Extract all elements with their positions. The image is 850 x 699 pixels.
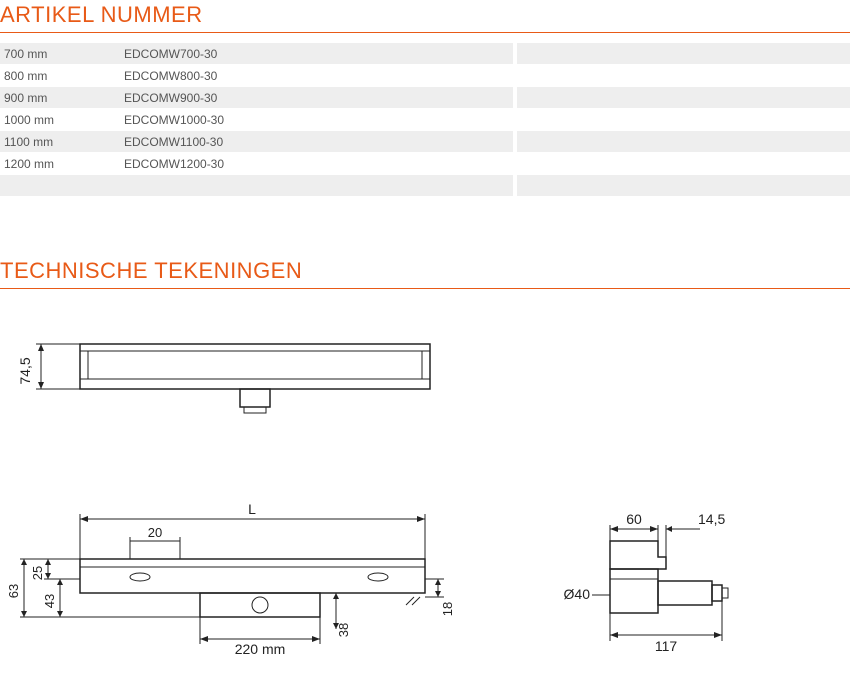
svg-text:74,5: 74,5: [17, 357, 33, 384]
article-table: 700 mmEDCOMW700-30800 mmEDCOMW800-30900 …: [0, 43, 850, 196]
technical-drawings: 74,5 L 20: [0, 309, 850, 699]
table-row: 900 mmEDCOMW900-30: [0, 87, 850, 108]
section-title-artikel: ARTIKEL NUMMER: [0, 0, 850, 33]
svg-text:220 mm: 220 mm: [235, 641, 286, 657]
cell-article: EDCOMW800-30: [120, 65, 513, 86]
cell-size: 700 mm: [0, 43, 120, 64]
cell-article: EDCOMW1100-30: [120, 131, 513, 152]
table-row: 700 mmEDCOMW700-30: [0, 43, 850, 64]
drawings-svg: 74,5 L 20: [0, 309, 850, 699]
drawing-side-view: L 20 25 63 43: [6, 501, 455, 657]
svg-text:117: 117: [655, 638, 678, 654]
cell-blank: [517, 153, 850, 174]
cell-size: 1100 mm: [0, 131, 120, 152]
cell-blank: [517, 65, 850, 86]
svg-text:20: 20: [148, 525, 162, 540]
cell-article: EDCOMW1000-30: [120, 109, 513, 130]
cell-article: EDCOMW900-30: [120, 87, 513, 108]
cell-size: 1200 mm: [0, 153, 120, 174]
cell-blank: [517, 131, 850, 152]
cell-blank: [517, 87, 850, 108]
cell-size: 900 mm: [0, 87, 120, 108]
cell-article: [120, 175, 513, 196]
cell-article: EDCOMW1200-30: [120, 153, 513, 174]
svg-text:14,5: 14,5: [698, 511, 725, 527]
drawing-top-view: 74,5: [17, 344, 430, 413]
table-row: [0, 175, 850, 196]
svg-text:38: 38: [336, 623, 351, 637]
svg-text:18: 18: [440, 602, 455, 616]
svg-text:60: 60: [626, 511, 642, 527]
cell-blank: [517, 175, 850, 196]
table-row: 1000 mmEDCOMW1000-30: [0, 109, 850, 130]
svg-text:Ø40: Ø40: [564, 586, 591, 602]
cell-size: 800 mm: [0, 65, 120, 86]
table-row: 1200 mmEDCOMW1200-30: [0, 153, 850, 174]
svg-text:63: 63: [6, 584, 21, 598]
table-row: 800 mmEDCOMW800-30: [0, 65, 850, 86]
svg-text:43: 43: [42, 594, 57, 608]
cell-blank: [517, 43, 850, 64]
table-row: 1100 mmEDCOMW1100-30: [0, 131, 850, 152]
section-title-tekeningen: TECHNISCHE TEKENINGEN: [0, 256, 850, 289]
cell-size: [0, 175, 120, 196]
drawing-connector: 60 14,5 Ø40 117: [564, 511, 728, 654]
svg-text:25: 25: [30, 566, 45, 580]
svg-text:L: L: [248, 501, 256, 517]
cell-article: EDCOMW700-30: [120, 43, 513, 64]
cell-blank: [517, 109, 850, 130]
cell-size: 1000 mm: [0, 109, 120, 130]
